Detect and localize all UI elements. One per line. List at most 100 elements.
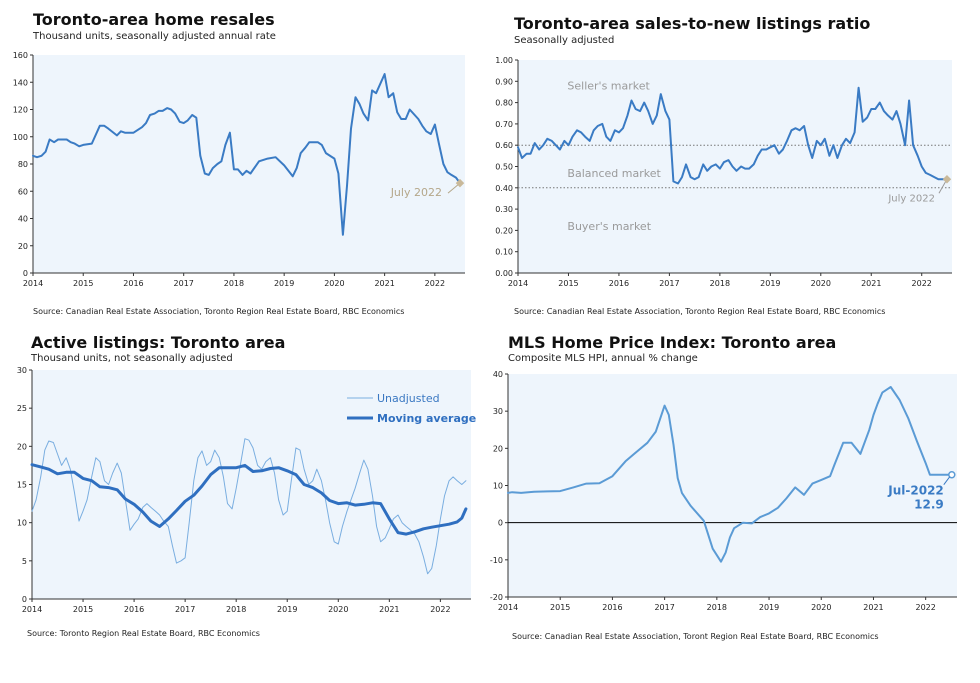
x-tick-label: 2022 bbox=[425, 279, 445, 288]
plot-area bbox=[518, 60, 952, 273]
chart-subtitle: Thousand units, not seasonally adjusted bbox=[31, 353, 233, 364]
y-tick-label: 0.30 bbox=[495, 205, 513, 214]
x-tick-label: 2014 bbox=[508, 279, 528, 288]
x-tick-label: 2020 bbox=[811, 603, 831, 612]
chart-source: Source: Canadian Real Estate Association… bbox=[512, 632, 879, 641]
y-tick-label: 20 bbox=[493, 444, 503, 453]
x-tick-label: 2019 bbox=[274, 279, 294, 288]
y-tick-label: 0.70 bbox=[495, 120, 513, 129]
chart-source: Source: Canadian Real Estate Association… bbox=[33, 307, 405, 316]
endpoint-marker bbox=[948, 470, 956, 479]
x-tick-label: 2017 bbox=[659, 279, 679, 288]
x-tick-label: 2020 bbox=[324, 279, 344, 288]
x-tick-label: 2018 bbox=[707, 603, 727, 612]
x-tick-label: 2022 bbox=[430, 605, 450, 614]
y-tick-label: 140 bbox=[13, 78, 28, 87]
chart-4: -20 -10 0 10 20 30 40 2014 2015 2016 2017 2018 2019 2… bbox=[490, 370, 957, 612]
region-label: Buyer's market bbox=[567, 220, 651, 233]
x-tick-label: 2014 bbox=[498, 603, 518, 612]
chart-title: Toronto-area sales-to-new listings ratio bbox=[514, 14, 871, 33]
y-tick-label: 0.80 bbox=[495, 99, 513, 108]
x-tick-label: 2021 bbox=[379, 605, 399, 614]
x-tick-label: 2015 bbox=[558, 279, 578, 288]
x-tick-label: 2022 bbox=[915, 603, 935, 612]
y-tick-label: 30 bbox=[17, 366, 27, 375]
x-tick-label: 2015 bbox=[73, 605, 93, 614]
x-tick-label: 2018 bbox=[226, 605, 246, 614]
legend-label-unadjusted: Unadjusted bbox=[377, 392, 440, 405]
y-tick-label: 10 bbox=[493, 482, 503, 491]
region-label: Seller's market bbox=[567, 80, 650, 93]
legend-label-moving-average: Moving average bbox=[377, 412, 476, 425]
y-tick-label: 100 bbox=[13, 133, 28, 142]
y-tick-label: 20 bbox=[18, 242, 28, 251]
y-tick-label: 0.40 bbox=[495, 184, 513, 193]
chart-title: Active listings: Toronto area bbox=[31, 333, 286, 352]
y-tick-label: 5 bbox=[22, 557, 27, 566]
chart-title: MLS Home Price Index: Toronto area bbox=[508, 333, 837, 352]
x-tick-label: 2018 bbox=[224, 279, 244, 288]
y-tick-label: 0 bbox=[22, 595, 27, 604]
x-tick-label: 2014 bbox=[23, 279, 43, 288]
y-tick-label: 25 bbox=[17, 404, 27, 413]
y-tick-label: 20 bbox=[17, 442, 27, 451]
x-tick-label: 2019 bbox=[760, 279, 780, 288]
y-tick-label: 0.90 bbox=[495, 77, 513, 86]
chart-subtitle: Composite MLS HPI, annual % change bbox=[508, 353, 698, 364]
y-tick-label: 15 bbox=[17, 481, 27, 490]
annotation-leader bbox=[943, 476, 951, 486]
x-tick-label: 2017 bbox=[654, 603, 674, 612]
chart-title: Toronto-area home resales bbox=[33, 10, 275, 29]
y-tick-label: 10 bbox=[17, 519, 27, 528]
annotation-label-date: Jul-2022 bbox=[887, 484, 944, 498]
y-tick-label: 1.00 bbox=[495, 56, 513, 65]
x-tick-label: 2018 bbox=[710, 279, 730, 288]
chart-subtitle: Seasonally adjusted bbox=[514, 35, 615, 46]
x-tick-label: 2015 bbox=[550, 603, 570, 612]
y-tick-label: 40 bbox=[18, 215, 28, 224]
chart-3: 0 5 10 15 20 25 30 2014 2015 2016 2017 2018 2019 2020… bbox=[17, 366, 476, 614]
series-line-snlr bbox=[517, 86, 948, 185]
series-line-moving-average bbox=[30, 463, 468, 536]
y-tick-label: 160 bbox=[13, 51, 28, 60]
y-tick-label: 30 bbox=[493, 407, 503, 416]
y-tick-label: 0 bbox=[498, 519, 503, 528]
y-tick-label: 0.20 bbox=[495, 226, 513, 235]
x-tick-label: 2020 bbox=[328, 605, 348, 614]
y-tick-label: -10 bbox=[490, 556, 503, 565]
annotation-label: July 2022 bbox=[887, 193, 935, 204]
chart-2: 0.00 0.10 0.20 0.30 0.40 0.50 0.60 0.70 0.80 0.90… bbox=[495, 56, 952, 288]
x-tick-label: 2014 bbox=[22, 605, 42, 614]
x-tick-label: 2016 bbox=[602, 603, 622, 612]
endpoint-marker bbox=[455, 178, 465, 188]
x-tick-label: 2019 bbox=[277, 605, 297, 614]
x-tick-label: 2019 bbox=[759, 603, 779, 612]
x-tick-label: 2020 bbox=[811, 279, 831, 288]
series-line-resales bbox=[32, 73, 461, 236]
y-tick-label: 60 bbox=[18, 187, 28, 196]
x-tick-label: 2016 bbox=[123, 279, 143, 288]
y-tick-label: -20 bbox=[490, 593, 503, 602]
series-line-hpi-change bbox=[507, 386, 953, 563]
chart-1: 0 20 40 60 80 100 120 140 160 2014 2015 2016 2017 201… bbox=[13, 51, 465, 288]
y-tick-label: 120 bbox=[13, 106, 28, 115]
chart-subtitle: Thousand units, seasonally adjusted annu… bbox=[33, 31, 276, 42]
plot-area bbox=[33, 55, 465, 273]
annotation-label-value: 12.9 bbox=[914, 498, 944, 512]
y-tick-label: 0.50 bbox=[495, 163, 513, 172]
x-tick-label: 2015 bbox=[73, 279, 93, 288]
x-tick-label: 2021 bbox=[863, 603, 883, 612]
x-tick-label: 2021 bbox=[374, 279, 394, 288]
y-tick-label: 40 bbox=[493, 370, 503, 379]
x-tick-label: 2017 bbox=[174, 279, 194, 288]
series-line-unadjusted bbox=[31, 438, 467, 575]
x-tick-label: 2016 bbox=[609, 279, 629, 288]
y-tick-label: 0.60 bbox=[495, 141, 513, 150]
chart-source: Source: Canadian Real Estate Association… bbox=[514, 307, 886, 316]
y-tick-label: 80 bbox=[18, 160, 28, 169]
x-tick-label: 2021 bbox=[861, 279, 881, 288]
x-tick-label: 2016 bbox=[124, 605, 144, 614]
annotation-label: July 2022 bbox=[390, 186, 442, 199]
x-tick-label: 2017 bbox=[175, 605, 195, 614]
x-tick-label: 2022 bbox=[912, 279, 932, 288]
